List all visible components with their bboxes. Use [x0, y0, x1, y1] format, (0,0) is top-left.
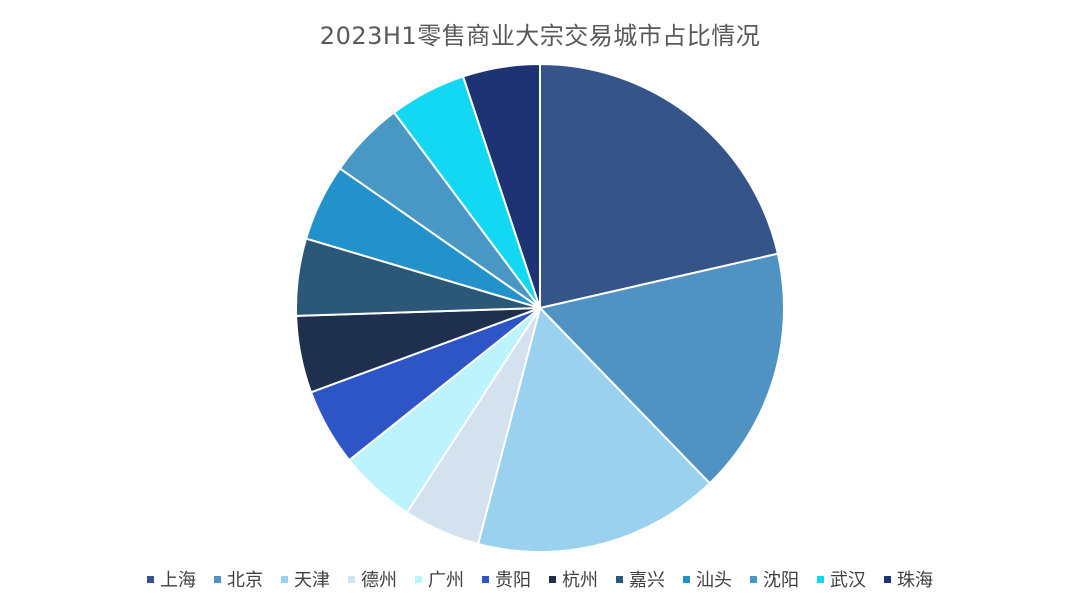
- legend-item: 北京: [214, 566, 263, 592]
- legend-swatch: [147, 575, 154, 583]
- legend-swatch: [817, 575, 824, 583]
- legend-item: 沈阳: [750, 566, 799, 592]
- legend-label: 北京: [227, 570, 263, 591]
- pie-slice-2: [538, 252, 785, 485]
- chart-title: 2023H1零售商业大宗交易城市占比情况: [319, 22, 761, 50]
- legend-label: 武汉: [830, 570, 866, 591]
- legend-item: 珠海: [884, 566, 933, 592]
- pie-slice-1: [539, 62, 780, 310]
- legend-swatch: [415, 575, 422, 583]
- legend-item: 贵阳: [482, 566, 531, 592]
- legend-swatch: [884, 575, 891, 583]
- legend-label: 汕头: [696, 570, 732, 591]
- legend-swatch: [616, 575, 623, 583]
- legend-label: 珠海: [897, 570, 933, 591]
- legend-swatch: [549, 575, 556, 583]
- legend-item: 上海: [147, 566, 196, 592]
- legend-item: 杭州: [549, 566, 598, 592]
- legend-swatch: [281, 575, 288, 583]
- legend-item: 广州: [415, 566, 464, 592]
- legend-label: 嘉兴: [629, 570, 665, 591]
- legend-label: 广州: [428, 570, 464, 591]
- pie-slice-3: [476, 306, 712, 553]
- pie-chart: [295, 62, 785, 553]
- legend-item: 汕头: [683, 566, 732, 592]
- legend-swatch: [214, 575, 221, 583]
- legend-swatch: [683, 575, 690, 583]
- legend-label: 沈阳: [763, 570, 799, 591]
- legend-item: 德州: [348, 566, 397, 592]
- legend-swatch: [750, 575, 757, 583]
- legend-label: 德州: [361, 570, 397, 591]
- legend-label: 贵阳: [495, 570, 531, 591]
- legend-label: 天津: [294, 570, 330, 591]
- legend: 上海 北京 天津 德州 广州 贵阳 杭州 嘉兴 汕头 沈阳 武汉 珠海: [0, 566, 1080, 592]
- legend-label: 杭州: [562, 570, 598, 591]
- legend-item: 武汉: [817, 566, 866, 592]
- legend-label: 上海: [160, 570, 196, 591]
- legend-swatch: [348, 575, 355, 583]
- legend-swatch: [482, 575, 489, 583]
- legend-item: 天津: [281, 566, 330, 592]
- pie-slice-12: [461, 62, 541, 309]
- legend-item: 嘉兴: [616, 566, 665, 592]
